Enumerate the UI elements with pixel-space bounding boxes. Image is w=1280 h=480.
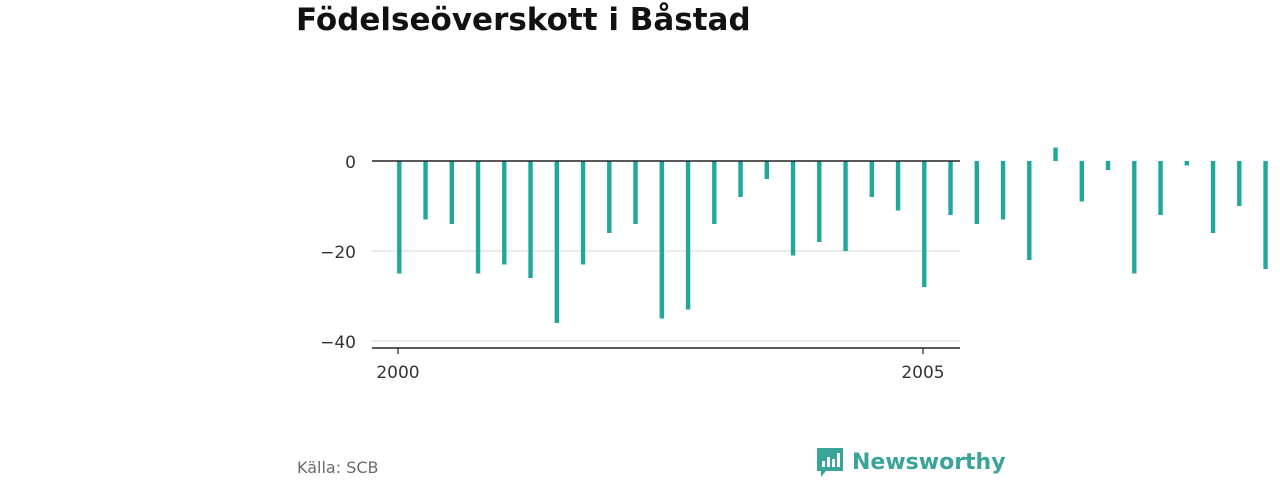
bar bbox=[685, 161, 691, 310]
bar bbox=[712, 161, 717, 224]
y-tick-label: 0 bbox=[345, 153, 356, 173]
bar bbox=[895, 161, 901, 211]
bar bbox=[554, 161, 559, 323]
chart-title: Födelseöverskott i Båstad bbox=[296, 2, 751, 38]
grid-lines bbox=[372, 250, 960, 342]
newsworthy-logo-icon bbox=[817, 448, 843, 477]
bar bbox=[1053, 147, 1058, 161]
bar bbox=[764, 161, 769, 179]
bar bbox=[974, 161, 979, 224]
bar bbox=[423, 161, 428, 220]
bar bbox=[1210, 161, 1216, 233]
x-tick-label: 2005 bbox=[901, 363, 944, 383]
bar bbox=[922, 161, 927, 287]
bar bbox=[1079, 161, 1084, 202]
bar bbox=[1237, 161, 1242, 206]
y-tick-label: −20 bbox=[320, 243, 356, 263]
brand-logo: Newsworthy bbox=[815, 446, 1006, 478]
bar bbox=[843, 161, 848, 251]
x-tick-label: 2000 bbox=[376, 363, 419, 383]
bar bbox=[1105, 161, 1111, 170]
bar bbox=[633, 161, 638, 224]
y-tick-label: −40 bbox=[320, 333, 356, 353]
bar bbox=[948, 161, 953, 215]
bar bbox=[397, 161, 402, 274]
bar bbox=[1184, 161, 1189, 166]
bar bbox=[659, 161, 664, 319]
bar bbox=[817, 161, 822, 242]
bar bbox=[449, 161, 454, 224]
x-tick-labels: 200020052010201520202025 bbox=[376, 363, 944, 383]
bar bbox=[528, 161, 533, 278]
bar bbox=[1263, 161, 1268, 269]
brand-name: Newsworthy bbox=[852, 449, 1006, 475]
bar bbox=[607, 161, 612, 233]
bar-series bbox=[397, 147, 1268, 323]
y-tick-labels: 0 −20 −40 bbox=[320, 153, 356, 353]
bar bbox=[1000, 161, 1006, 220]
bar bbox=[1027, 161, 1032, 260]
bar bbox=[869, 161, 874, 197]
bar bbox=[475, 161, 481, 274]
source-label: Källa: SCB bbox=[297, 458, 379, 477]
bar bbox=[580, 161, 586, 265]
bar bbox=[738, 161, 743, 197]
bar bbox=[790, 161, 796, 256]
axes bbox=[372, 160, 960, 354]
bar bbox=[1158, 161, 1163, 215]
bar bbox=[502, 161, 507, 265]
bar bbox=[1132, 161, 1137, 274]
